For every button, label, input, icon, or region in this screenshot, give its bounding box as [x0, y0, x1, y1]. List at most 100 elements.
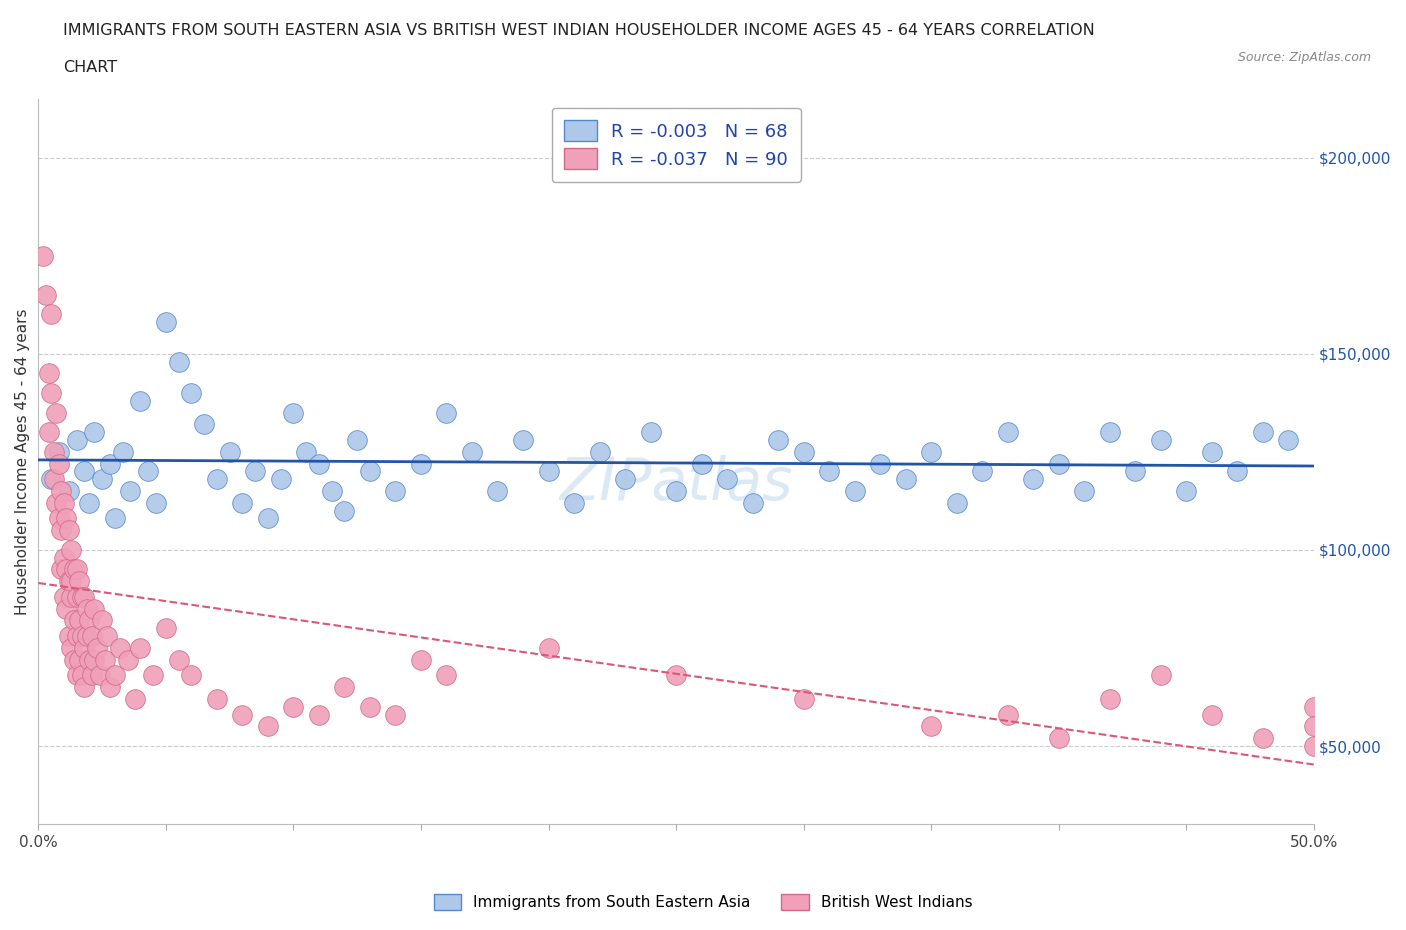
Point: [48, 445, 70, 459]
Point: [65, 668, 87, 683]
Point: [690, 456, 713, 471]
Point: [111, 445, 134, 459]
Point: [104, 512, 127, 526]
Point: [333, 680, 356, 695]
Point: [295, 445, 318, 459]
Point: [42, 472, 65, 486]
Point: [640, 425, 662, 440]
Point: [83, 602, 105, 617]
Point: [766, 432, 789, 447]
Point: [1047, 731, 1070, 746]
Point: [1098, 425, 1121, 440]
Text: IMMIGRANTS FROM SOUTH EASTERN ASIA VS BRITISH WEST INDIAN HOUSEHOLDER INCOME AGE: IMMIGRANTS FROM SOUTH EASTERN ASIA VS BR…: [63, 23, 1095, 38]
Point: [716, 472, 738, 486]
Point: [486, 484, 509, 498]
Point: [70, 668, 93, 683]
Point: [136, 464, 159, 479]
Point: [38, 425, 60, 440]
Point: [1277, 432, 1299, 447]
Point: [844, 484, 866, 498]
Point: [1150, 668, 1173, 683]
Point: [321, 484, 343, 498]
Point: [665, 484, 688, 498]
Point: [51, 523, 73, 538]
Point: [98, 456, 121, 471]
Point: [869, 456, 891, 471]
Point: [60, 542, 83, 557]
Point: [124, 692, 146, 707]
Point: [67, 613, 90, 628]
Point: [86, 641, 108, 656]
Point: [1251, 731, 1274, 746]
Point: [205, 472, 228, 486]
Point: [461, 445, 484, 459]
Point: [270, 472, 292, 486]
Point: [70, 629, 93, 644]
Point: [38, 365, 60, 380]
Point: [96, 629, 118, 644]
Point: [1302, 699, 1324, 714]
Point: [117, 652, 139, 667]
Point: [93, 652, 115, 667]
Point: [562, 496, 585, 511]
Point: [55, 512, 77, 526]
Point: [73, 590, 96, 604]
Point: [39, 386, 62, 401]
Point: [70, 590, 93, 604]
Point: [384, 707, 406, 722]
Text: CHART: CHART: [63, 60, 117, 75]
Point: [283, 699, 305, 714]
Point: [920, 719, 942, 734]
Point: [359, 464, 381, 479]
Point: [83, 425, 105, 440]
Point: [89, 668, 111, 683]
Point: [142, 668, 165, 683]
Text: ZIPatlas: ZIPatlas: [560, 455, 793, 512]
Point: [257, 719, 280, 734]
Point: [63, 562, 86, 577]
Point: [1123, 464, 1146, 479]
Point: [39, 307, 62, 322]
Point: [55, 602, 77, 617]
Y-axis label: Householder Income Ages 45 - 64 years: Householder Income Ages 45 - 64 years: [15, 309, 30, 615]
Point: [58, 523, 80, 538]
Point: [67, 652, 90, 667]
Point: [129, 641, 152, 656]
Point: [108, 641, 131, 656]
Point: [65, 562, 87, 577]
Point: [83, 652, 105, 667]
Point: [205, 692, 228, 707]
Point: [79, 613, 101, 628]
Point: [409, 456, 432, 471]
Point: [79, 496, 101, 511]
Point: [359, 699, 381, 714]
Point: [48, 456, 70, 471]
Point: [63, 613, 86, 628]
Point: [65, 629, 87, 644]
Point: [193, 417, 215, 432]
Point: [283, 405, 305, 420]
Point: [73, 464, 96, 479]
Point: [65, 432, 87, 447]
Point: [997, 707, 1019, 722]
Point: [52, 590, 75, 604]
Point: [346, 432, 368, 447]
Point: [45, 496, 67, 511]
Point: [32, 248, 55, 263]
Point: [73, 641, 96, 656]
Point: [1201, 445, 1223, 459]
Point: [104, 668, 127, 683]
Point: [588, 445, 610, 459]
Point: [243, 464, 266, 479]
Point: [76, 629, 98, 644]
Point: [1302, 738, 1324, 753]
Point: [91, 613, 114, 628]
Point: [793, 445, 815, 459]
Point: [120, 484, 142, 498]
Point: [257, 512, 280, 526]
Point: [1302, 719, 1324, 734]
Point: [1022, 472, 1045, 486]
Point: [155, 621, 177, 636]
Point: [60, 641, 83, 656]
Point: [145, 496, 167, 511]
